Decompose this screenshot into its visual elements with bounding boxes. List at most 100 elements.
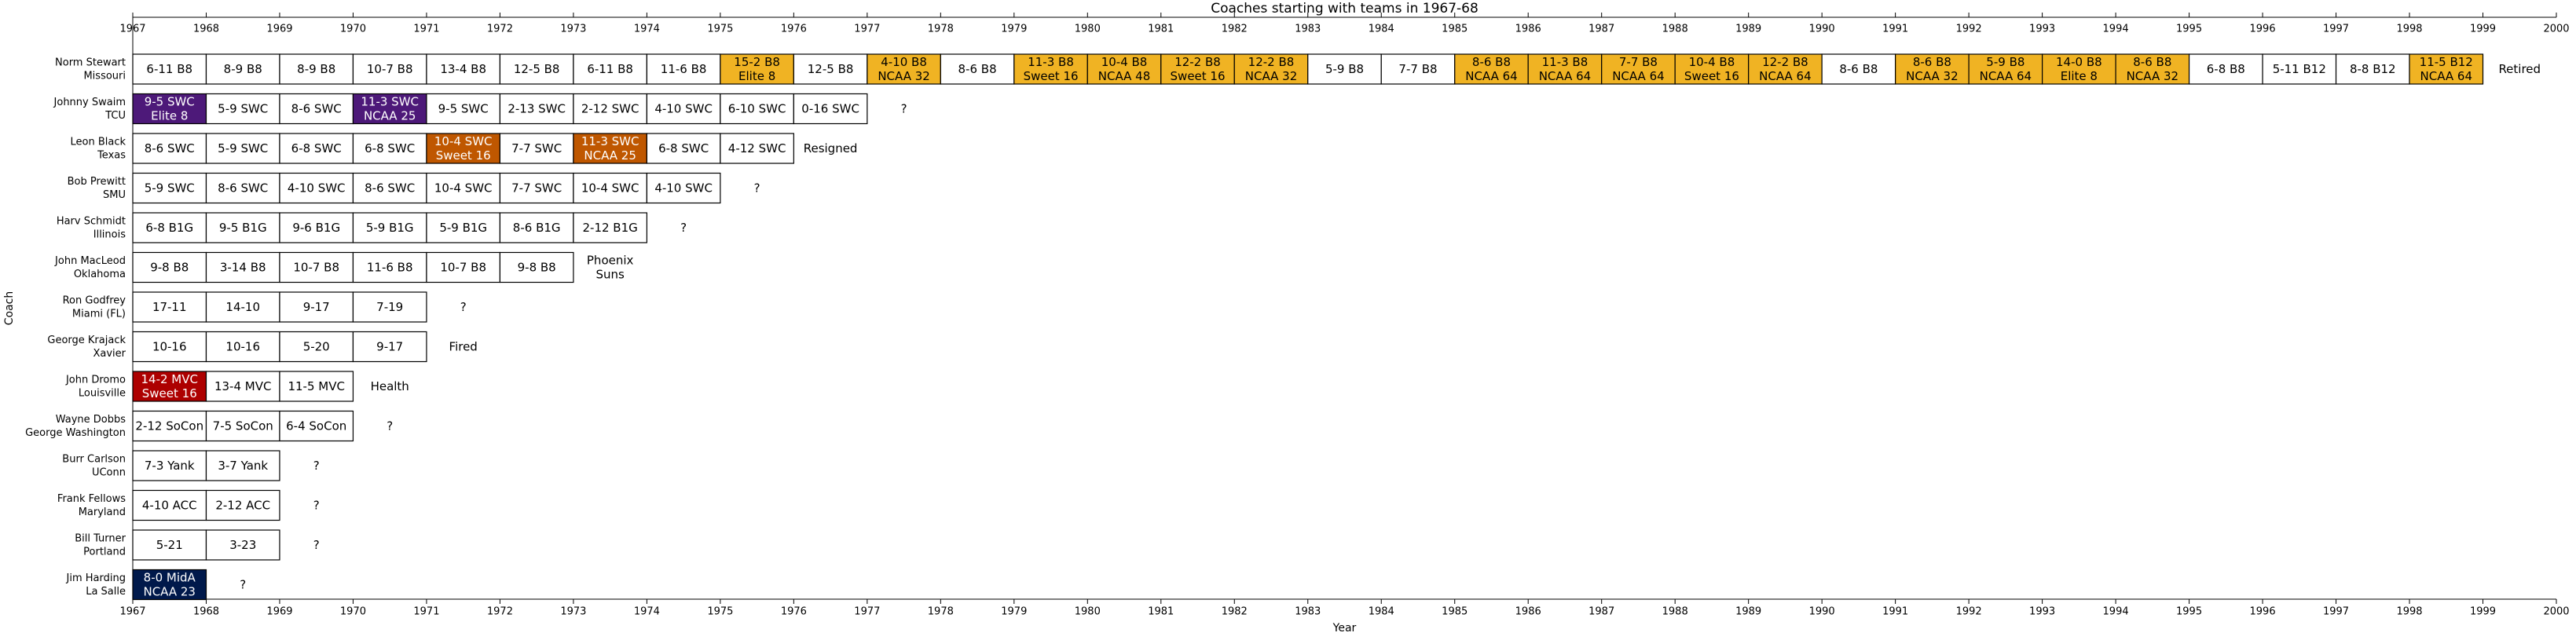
season-record-label: 7-7 B8	[1619, 55, 1658, 69]
season-record-label: 8-9 B8	[297, 62, 335, 76]
season-box	[1674, 53, 1750, 85]
top-tick-label: 1994	[2103, 24, 2129, 35]
row-team-label: Texas	[97, 150, 126, 162]
top-tick-label: 1972	[487, 24, 513, 35]
top-tick-label: 1969	[266, 24, 292, 35]
season-box	[499, 133, 574, 164]
row-team-label: Oklahoma	[74, 269, 126, 280]
row-coach-label: Burr Carlson	[62, 454, 126, 466]
season-record-label: 8-6 B8	[2133, 55, 2171, 69]
season-record-label: 2-12 B1G	[583, 221, 638, 235]
season-record-label: 9-17	[376, 340, 403, 354]
row-team-label: Miami (FL)	[72, 309, 126, 320]
season-record-label: 11-3 B8	[1028, 55, 1074, 69]
season-box	[426, 93, 501, 125]
tenure-outcome-label: ?	[313, 538, 320, 552]
season-record-label: 8-6 SWC	[291, 102, 342, 116]
season-record-label: 5-9 B8	[1325, 62, 1364, 76]
season-record-label: 5-9 SWC	[218, 102, 268, 116]
row-coach-label: John Dromo	[65, 375, 126, 386]
season-record-label: 5-20	[303, 340, 330, 354]
season-box	[279, 172, 354, 204]
season-box	[352, 172, 427, 204]
row-team-label: Missouri	[83, 71, 126, 82]
top-tick-label: 1995	[2176, 24, 2202, 35]
season-box	[279, 53, 354, 85]
season-box	[132, 529, 207, 561]
tenure-outcome-label: ?	[460, 300, 467, 314]
top-tick-label: 1979	[1001, 24, 1027, 35]
bottom-tick-label: 1968	[193, 606, 219, 618]
top-tick-label: 1987	[1588, 24, 1614, 35]
season-box	[205, 371, 280, 402]
bottom-tick-label: 1981	[1148, 606, 1174, 618]
season-box	[793, 93, 868, 125]
season-record-label: 11-6 B8	[367, 261, 413, 275]
season-ncaa-label: NCAA 32	[1906, 69, 1959, 83]
season-record-label: 11-3 SWC	[361, 95, 419, 109]
season-record-label: 9-8 B8	[518, 261, 556, 275]
season-box	[352, 93, 427, 125]
row-team-label: George Washington	[25, 427, 126, 439]
row-team-label: Louisville	[79, 388, 126, 400]
chart-title: Coaches starting with teams in 1967-68	[1211, 1, 1479, 16]
top-tick-label: 1981	[1148, 24, 1174, 35]
bottom-tick-label: 1980	[1075, 606, 1101, 618]
season-record-label: 11-6 B8	[661, 62, 707, 76]
tenure-outcome-label: ?	[313, 459, 320, 473]
season-box	[205, 331, 280, 363]
season-box	[205, 410, 280, 442]
bottom-tick-label: 1994	[2103, 606, 2129, 618]
season-record-label: 8-6 SWC	[145, 141, 195, 155]
season-record-label: 7-7 SWC	[511, 141, 562, 155]
season-box	[646, 93, 721, 125]
season-box	[279, 251, 354, 283]
season-record-label: 4-10 SWC	[654, 181, 713, 196]
season-record-label: 3-23	[229, 538, 256, 552]
season-box	[1748, 53, 1823, 85]
season-record-label: 8-6 B8	[1839, 62, 1878, 76]
season-box	[205, 53, 280, 85]
bottom-tick-label: 1969	[266, 606, 292, 618]
season-ncaa-label: NCAA 64	[2420, 69, 2473, 83]
season-box	[279, 93, 354, 125]
season-ncaa-label: Elite 8	[2061, 69, 2098, 83]
season-ncaa-label: Elite 8	[738, 69, 775, 83]
season-record-label: 5-21	[156, 538, 183, 552]
season-record-label: 9-5 SWC	[145, 95, 195, 109]
bottom-tick-label: 1998	[2396, 606, 2422, 618]
top-tick-label: 1991	[1882, 24, 1908, 35]
season-box	[279, 410, 354, 442]
bottom-tick-label: 1974	[634, 606, 660, 618]
top-tick-label: 1997	[2323, 24, 2349, 35]
top-tick-label: 1993	[2029, 24, 2055, 35]
bottom-tick-label: 1970	[340, 606, 366, 618]
season-box	[132, 251, 207, 283]
season-record-label: 2-12 SoCon	[135, 419, 203, 433]
season-box	[132, 450, 207, 481]
season-record-label: 4-12 SWC	[728, 141, 786, 155]
season-ncaa-label: NCAA 48	[1098, 69, 1151, 83]
top-tick-label: 1975	[707, 24, 733, 35]
bottom-tick-label: 1976	[781, 606, 807, 618]
season-box	[132, 410, 207, 442]
season-box	[499, 93, 574, 125]
season-record-label: 8-8 B12	[2350, 62, 2396, 76]
season-ncaa-label: Sweet 16	[436, 148, 491, 163]
season-box	[205, 93, 280, 125]
season-record-label: 10-4 SWC	[581, 181, 639, 196]
season-box	[352, 133, 427, 164]
top-tick-label: 1977	[854, 24, 880, 35]
season-box	[720, 53, 794, 85]
season-record-label: 9-8 B8	[150, 261, 189, 275]
season-record-label: 6-4 SoCon	[286, 419, 346, 433]
season-record-label: 10-16	[152, 340, 187, 354]
season-box	[499, 212, 574, 243]
season-record-label: 6-10 SWC	[728, 102, 786, 116]
season-record-label: 10-7 B8	[440, 261, 486, 275]
season-box	[1307, 53, 1382, 85]
bottom-tick-label: 1985	[1442, 606, 1468, 618]
row-team-label: Maryland	[79, 507, 126, 518]
top-tick-label: 1976	[781, 24, 807, 35]
